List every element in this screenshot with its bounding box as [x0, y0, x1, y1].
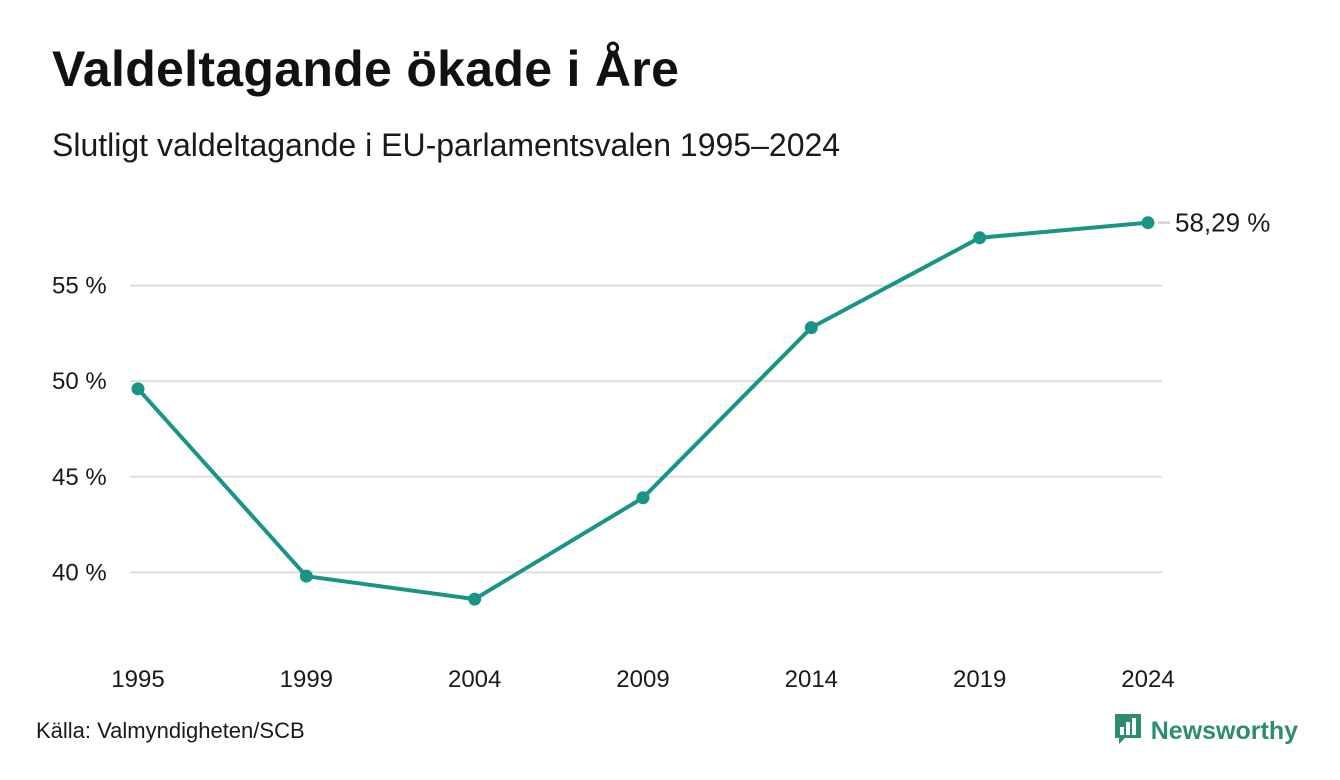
data-point: [299, 569, 313, 583]
series-layer: [131, 216, 1155, 606]
x-tick-label: 2019: [953, 666, 1006, 693]
data-point: [468, 592, 482, 606]
brand-name: Newsworthy: [1150, 717, 1298, 745]
end-value-label: 58,29 %: [1175, 208, 1270, 238]
data-point: [973, 231, 987, 245]
end-label-layer: 58,29 %: [1158, 208, 1270, 238]
x-axis-tick-labels: 1995 1999 2004 2009 2014 2019 2024: [111, 666, 1174, 693]
y-tick-label: 45 %: [52, 464, 107, 491]
brand-logo[interactable]: Newsworthy: [1113, 712, 1298, 751]
data-point: [131, 382, 145, 396]
y-tick-label: 55 %: [52, 273, 107, 300]
series-line: [136, 220, 1150, 602]
y-axis-tick-labels: 40 % 45 % 50 % 55 %: [52, 273, 107, 587]
x-tick-label: 2014: [785, 666, 838, 693]
data-point: [636, 491, 650, 505]
x-tick-label: 2009: [616, 666, 669, 693]
x-tick-label: 1999: [280, 666, 333, 693]
x-tick-label: 2024: [1121, 666, 1174, 693]
y-tick-label: 50 %: [52, 368, 107, 395]
source-note: Källa: Valmyndigheten/SCB: [36, 718, 305, 743]
chart-subtitle: Slutligt valdeltagande i EU-parlamentsva…: [52, 127, 841, 163]
x-tick-label: 2004: [448, 666, 501, 693]
y-tick-label: 40 %: [52, 559, 107, 586]
grid-lines: [130, 284, 1162, 574]
bar-chart-speech-bubble-icon: [1113, 712, 1143, 751]
chart-title: Valdeltagande ökade i Åre: [52, 41, 680, 97]
data-point: [1141, 216, 1155, 230]
x-tick-label: 1995: [111, 666, 164, 693]
data-point: [804, 321, 818, 335]
